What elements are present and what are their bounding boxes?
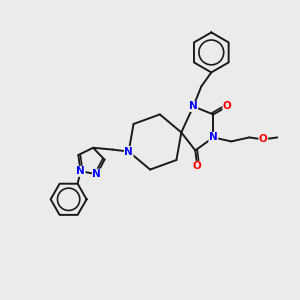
Text: N: N xyxy=(92,169,101,179)
Text: O: O xyxy=(223,101,232,111)
Text: N: N xyxy=(209,132,218,142)
Text: O: O xyxy=(259,134,268,144)
Text: N: N xyxy=(124,147,133,157)
Text: N: N xyxy=(76,166,85,176)
Text: N: N xyxy=(189,101,198,111)
Text: O: O xyxy=(193,161,202,171)
